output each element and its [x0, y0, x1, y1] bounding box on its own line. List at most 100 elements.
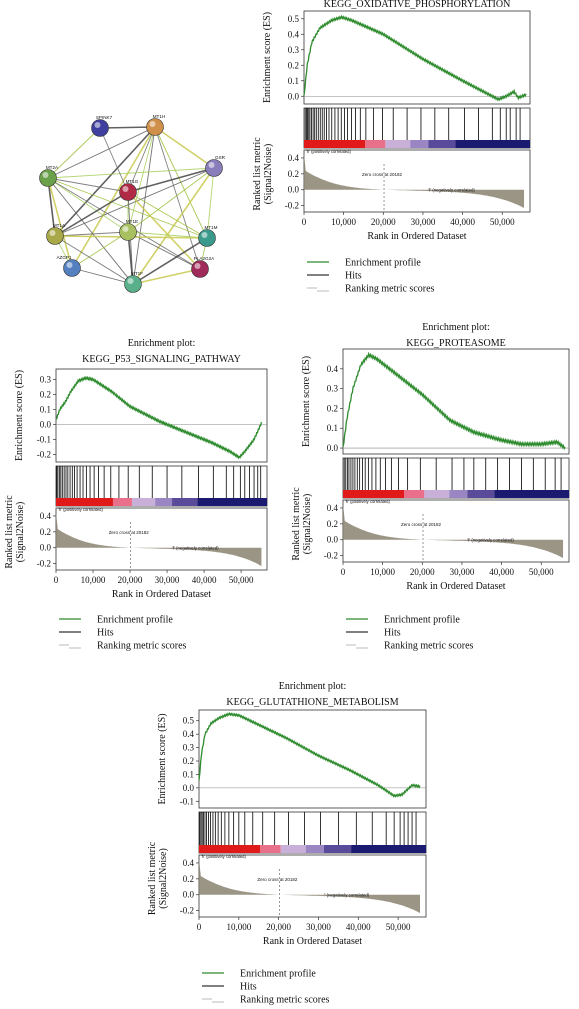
network-node-label: MT2A [46, 165, 59, 170]
network-node-highlight [50, 230, 56, 236]
x-tick-label: 20,000 [410, 567, 435, 577]
metric-tick-label: 0.2 [327, 519, 338, 529]
es-tick-label: 0.0 [40, 420, 52, 430]
x-tick-label: 20,000 [371, 217, 396, 227]
es-axis-label: Enrichment score (ES) [14, 370, 25, 461]
chart-title: Enrichment plot: [279, 681, 347, 692]
network-node-circle [64, 260, 81, 277]
metric-tick-label: 0.4 [327, 503, 339, 513]
legend-enrichment-label: Enrichment profile [345, 258, 421, 269]
negative-label: 'f' (negatively correlated) [467, 538, 514, 543]
network-node-label: MT1H [153, 114, 166, 119]
es-tick-label: -0.2 [37, 450, 51, 460]
es-tick-label: 0.2 [183, 756, 194, 766]
chart-subtitle: KEGG_GLUTATHIONE_METABOLISM [226, 697, 398, 708]
rank-color-segment [455, 140, 530, 148]
network-node-circle [47, 228, 64, 245]
chart-title: KEGG_OXIDATIVE_PHOSPHORYLATION [324, 0, 511, 10]
es-tick-label: 0.3 [288, 45, 300, 55]
metric-tick-label: 0.2 [183, 874, 194, 884]
es-tick-label: 0.0 [288, 91, 300, 101]
zero-cross-label: Zero cross at 20182 [362, 172, 403, 177]
positive-label: 'h' (positively correlated) [306, 149, 351, 154]
network-node-label: SPINK7 [96, 115, 113, 120]
es-tick-label: 0.1 [183, 769, 194, 779]
network-node-circle [147, 119, 164, 136]
es-tick-label: -0.1 [37, 435, 51, 445]
x-tick-label: 10,000 [370, 567, 395, 577]
metric-tick-label: 0.0 [40, 543, 52, 553]
es-tick-label: 0.1 [288, 76, 299, 86]
x-axis-label: Rank in Ordered Dataset [263, 936, 362, 947]
es-tick-label: 0.5 [288, 14, 300, 24]
x-tick-label: 50,000 [386, 922, 411, 932]
metric-tick-label: 0.2 [288, 169, 299, 179]
network-node-circle [192, 261, 209, 278]
legend-enrichment-label: Enrichment profile [97, 615, 173, 626]
x-tick-label: 0 [341, 567, 346, 577]
rank-color-segment [155, 498, 172, 506]
network-node-highlight [128, 278, 134, 284]
network-node-label: AZGP1 [56, 255, 72, 260]
x-tick-label: 50,000 [490, 217, 515, 227]
rank-color-segment [281, 845, 306, 853]
legend-ranking-label: Ranking metric scores [240, 995, 330, 1006]
x-tick-label: 0 [197, 922, 202, 932]
metric-tick-label: -0.2 [37, 559, 51, 569]
positive-label: 'h' (positively correlated) [58, 507, 103, 512]
rank-color-segment [449, 490, 467, 498]
network-node-highlight [95, 122, 101, 128]
rank-color-segment [385, 140, 410, 148]
network-node-label: MT1F [131, 271, 143, 276]
es-tick-label: 0.0 [327, 443, 339, 453]
x-tick-label: 50,000 [229, 575, 254, 585]
rank-color-segment [132, 498, 155, 506]
es-tick-label: 0.4 [327, 364, 339, 374]
legend-hits-label: Hits [240, 982, 257, 993]
network-node-circle [199, 230, 216, 247]
negative-label: 'f' (negatively correlated) [172, 546, 219, 551]
network-node-label: MT1A [53, 223, 66, 228]
metric-tick-label: 0.4 [288, 153, 300, 163]
rank-color-segment [113, 498, 132, 506]
legend-enrichment-label: Enrichment profile [384, 615, 460, 626]
es-axis-label: Enrichment score (ES) [262, 12, 273, 103]
metric-tick-label: -0.2 [180, 906, 194, 916]
legend-ranking-label: Ranking metric scores [345, 284, 435, 295]
rank-color-segment [494, 490, 569, 498]
legend-enrichment-label: Enrichment profile [240, 969, 316, 980]
rank-color-segment [306, 845, 324, 853]
rank-color-segment [351, 845, 426, 853]
es-tick-label: 0.1 [327, 423, 338, 433]
metric-axis-label-line1: Ranked list metric [4, 495, 15, 569]
network-node-highlight [43, 172, 49, 178]
x-tick-label: 40,000 [192, 575, 217, 585]
x-axis-label: Rank in Ordered Dataset [406, 581, 505, 592]
network-node-highlight [209, 162, 215, 168]
network-node-highlight [195, 263, 201, 269]
x-tick-label: 0 [302, 217, 307, 227]
rank-color-segment [56, 498, 113, 506]
es-tick-label: 0.3 [183, 743, 195, 753]
metric-tick-label: 0.4 [183, 858, 195, 868]
rank-color-segment [197, 498, 267, 506]
chart-title: Enrichment plot: [128, 338, 196, 349]
rank-color-segment [260, 845, 280, 853]
metric-tick-label: -0.2 [285, 201, 299, 211]
network-node-circle [125, 276, 142, 293]
x-tick-label: 10,000 [81, 575, 106, 585]
legend-hits-label: Hits [384, 628, 401, 639]
network-node-highlight [202, 232, 208, 238]
rank-color-segment [172, 498, 197, 506]
rank-color-segment [404, 490, 424, 498]
metric-axis-label-line1: Ranked list metric [147, 841, 158, 915]
metric-tick-label: 0.2 [40, 527, 51, 537]
rank-color-segment [467, 490, 494, 498]
network-node-label: MT1M [204, 225, 217, 230]
network-node-label: GSR [215, 155, 226, 160]
zero-cross-label: Zero cross at 20182 [401, 522, 442, 527]
es-tick-label: 0.5 [183, 716, 195, 726]
x-tick-label: 30,000 [450, 567, 475, 577]
metric-axis-label-line1: Ranked list metric [291, 487, 302, 561]
